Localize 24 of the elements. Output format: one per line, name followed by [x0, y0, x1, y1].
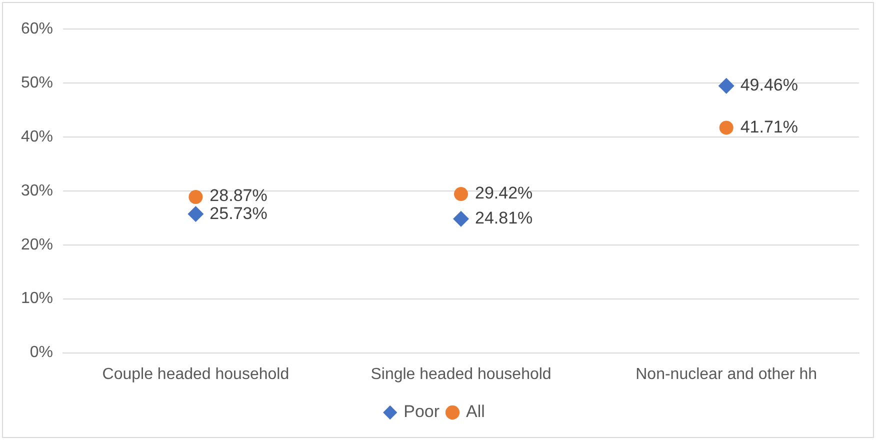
- data-label: 29.42%: [475, 184, 533, 203]
- point: [188, 206, 204, 222]
- y-tick-label: 20%: [20, 236, 54, 254]
- point: [188, 190, 203, 204]
- y-tick-label: 10%: [20, 290, 54, 308]
- legend-label: Poor: [404, 402, 440, 422]
- legend-label: All: [466, 402, 485, 422]
- x-tick-label: Couple headed household: [102, 366, 290, 383]
- data-label: 41.71%: [740, 117, 798, 136]
- y-tick-label: 0%: [30, 344, 54, 362]
- data-label: 24.81%: [475, 208, 533, 228]
- x-tick-label: Single headed household: [370, 366, 552, 383]
- y-tick-label: 50%: [20, 74, 54, 92]
- y-tick-label: 60%: [20, 20, 54, 38]
- point: [453, 210, 470, 227]
- y-tick-label: 40%: [20, 128, 54, 146]
- data-label: 49.46%: [740, 76, 798, 95]
- data-label: 25.73%: [210, 204, 268, 224]
- y-tick-label: 30%: [20, 182, 54, 200]
- point: [719, 120, 734, 135]
- point: [454, 187, 468, 202]
- data-label: 28.87%: [210, 186, 268, 206]
- point: [718, 78, 734, 94]
- x-tick-label: Non-nuclear and other hh: [636, 366, 818, 383]
